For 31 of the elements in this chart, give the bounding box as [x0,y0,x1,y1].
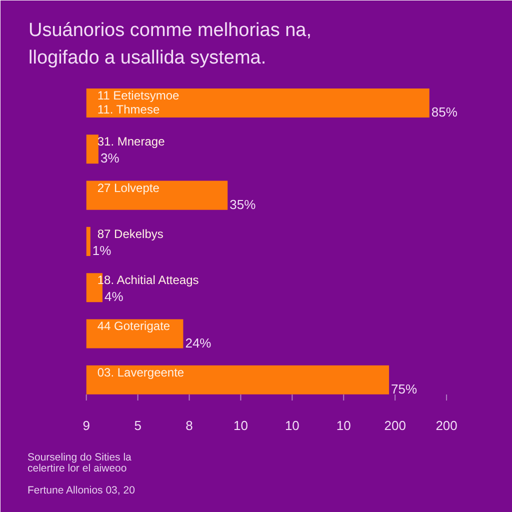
y-tick-label: 03. Lavergeente [97,365,184,380]
text: 9 [82,418,90,433]
bar [86,88,430,118]
data-label: 4% [104,289,124,304]
y-tick-label: 87 Dekelbys [97,226,164,241]
text: 10 [284,418,300,433]
data-label: 75% [391,381,418,396]
data-label: 3% [100,150,120,166]
y-tick-label: 11 Eetietsymoe 11. Thmese [97,88,180,116]
text: 10 [233,418,248,433]
y-tick-label: 31. Mnerage [97,134,166,149]
chart-title: Usuánorios comme melhorias na, llogifado a usallida systema. [28,20,312,68]
bar [86,319,184,348]
data-label: 1% [92,242,112,258]
text: celertire lor el aiweoo [28,462,127,474]
bar [86,134,98,164]
data-label: 85% [431,104,458,120]
bar [86,365,390,394]
y-tick-label: 27 Lolvepte [97,180,160,195]
text: 5 [134,418,142,433]
text: 8 [186,418,193,433]
bar [86,180,228,210]
text: Fertune Allonios 03, 20 [28,484,136,496]
bar [86,226,90,256]
data-label: 35% [230,196,256,212]
text: 10 [336,418,351,433]
text: 200 [384,418,406,433]
text: Sourseling do Sities la [28,452,132,464]
y-tick-label: 44 Goterigate [97,319,170,334]
text: 200 [436,418,458,433]
data-label: 24% [185,335,212,350]
